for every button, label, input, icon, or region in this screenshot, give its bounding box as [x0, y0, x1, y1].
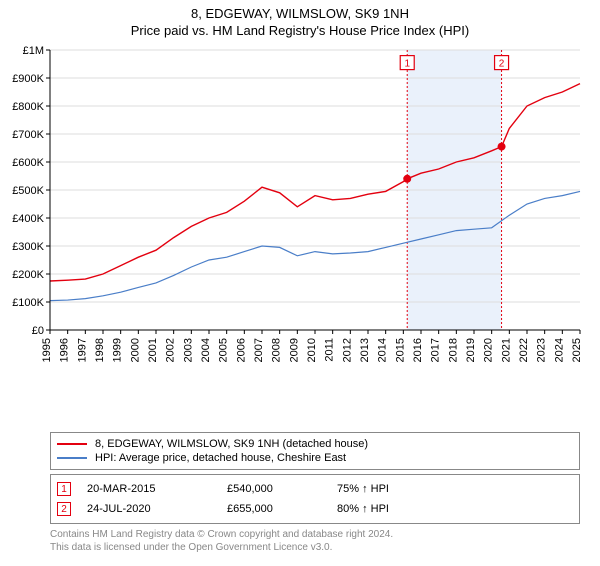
sales-table: 1 20-MAR-2015 £540,000 75% ↑ HPI 2 24-JU…	[50, 474, 580, 524]
sale-marker-1: 1	[57, 482, 71, 496]
sale-price-2: £655,000	[227, 503, 337, 515]
svg-text:2013: 2013	[359, 338, 371, 362]
title-sub: Price paid vs. HM Land Registry's House …	[0, 23, 600, 38]
svg-text:2019: 2019	[465, 338, 477, 362]
svg-text:2006: 2006	[235, 338, 247, 362]
title-main: 8, EDGEWAY, WILMSLOW, SK9 1NH	[0, 6, 600, 21]
svg-text:2002: 2002	[165, 338, 177, 362]
svg-text:£0: £0	[32, 325, 44, 337]
footer: Contains HM Land Registry data © Crown c…	[50, 528, 580, 554]
svg-text:2014: 2014	[377, 338, 389, 362]
svg-text:2012: 2012	[341, 338, 353, 362]
sale-date-1: 20-MAR-2015	[87, 483, 227, 495]
svg-text:£100K: £100K	[12, 297, 44, 309]
svg-text:2008: 2008	[271, 338, 283, 362]
svg-text:2017: 2017	[430, 338, 442, 362]
svg-text:£1M: £1M	[23, 45, 44, 57]
svg-text:1999: 1999	[112, 338, 124, 362]
svg-text:2016: 2016	[412, 338, 424, 362]
svg-text:2021: 2021	[500, 338, 512, 362]
legend-row-address: 8, EDGEWAY, WILMSLOW, SK9 1NH (detached …	[57, 437, 573, 451]
svg-text:1995: 1995	[41, 338, 53, 362]
svg-text:£400K: £400K	[12, 213, 44, 225]
svg-text:2018: 2018	[447, 338, 459, 362]
svg-text:1998: 1998	[94, 338, 106, 362]
svg-text:£800K: £800K	[12, 101, 44, 113]
svg-text:2000: 2000	[129, 338, 141, 362]
legend-label-address: 8, EDGEWAY, WILMSLOW, SK9 1NH (detached …	[95, 438, 368, 450]
legend-swatch-hpi	[57, 457, 87, 459]
svg-text:2024: 2024	[553, 338, 565, 362]
svg-text:£700K: £700K	[12, 129, 44, 141]
sale-marker-2: 2	[57, 502, 71, 516]
svg-text:£300K: £300K	[12, 241, 44, 253]
svg-text:2025: 2025	[571, 338, 583, 362]
svg-text:2023: 2023	[536, 338, 548, 362]
svg-text:2010: 2010	[306, 338, 318, 362]
svg-text:2011: 2011	[324, 338, 336, 362]
svg-text:1996: 1996	[59, 338, 71, 362]
legend-row-hpi: HPI: Average price, detached house, Ches…	[57, 451, 573, 465]
svg-text:1997: 1997	[76, 338, 88, 362]
svg-text:£600K: £600K	[12, 157, 44, 169]
sales-row: 2 24-JUL-2020 £655,000 80% ↑ HPI	[57, 499, 573, 519]
svg-text:2007: 2007	[253, 338, 265, 362]
sales-row: 1 20-MAR-2015 £540,000 75% ↑ HPI	[57, 479, 573, 499]
legend: 8, EDGEWAY, WILMSLOW, SK9 1NH (detached …	[50, 432, 580, 470]
svg-text:2: 2	[499, 59, 505, 70]
svg-text:2005: 2005	[218, 338, 230, 362]
sale-price-1: £540,000	[227, 483, 337, 495]
svg-text:£200K: £200K	[12, 269, 44, 281]
price-chart: £0£100K£200K£300K£400K£500K£600K£700K£80…	[50, 50, 580, 380]
sale-hpi-2: 80% ↑ HPI	[337, 503, 389, 515]
sale-hpi-1: 75% ↑ HPI	[337, 483, 389, 495]
sale-date-2: 24-JUL-2020	[87, 503, 227, 515]
legend-swatch-address	[57, 443, 87, 445]
svg-text:1: 1	[404, 59, 410, 70]
svg-text:2015: 2015	[394, 338, 406, 362]
footer-line-2: This data is licensed under the Open Gov…	[50, 541, 580, 554]
svg-text:2004: 2004	[200, 338, 212, 362]
svg-text:2003: 2003	[182, 338, 194, 362]
legend-label-hpi: HPI: Average price, detached house, Ches…	[95, 452, 346, 464]
svg-text:2020: 2020	[483, 338, 495, 362]
svg-text:£500K: £500K	[12, 185, 44, 197]
svg-text:2001: 2001	[147, 338, 159, 362]
svg-text:£900K: £900K	[12, 73, 44, 85]
footer-line-1: Contains HM Land Registry data © Crown c…	[50, 528, 580, 541]
svg-text:2009: 2009	[288, 338, 300, 362]
svg-text:2022: 2022	[518, 338, 530, 362]
